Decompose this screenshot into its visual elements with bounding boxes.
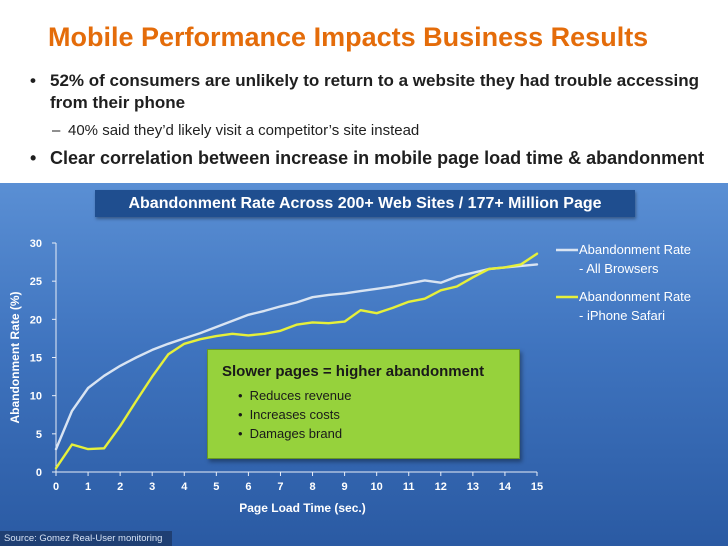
x-tick-label: 0 [53,481,59,493]
y-tick-label: 0 [36,467,42,479]
legend-label: - iPhone Safari [579,308,665,323]
y-tick-label: 5 [36,429,42,441]
callout-list: Reduces revenue Increases costs Damages … [238,386,352,443]
x-tick-label: 7 [277,481,283,493]
series-line-iphone-safari [54,252,539,470]
chart-title: Abandonment Rate Across 200+ Web Sites /… [95,190,635,217]
x-tick-label: 13 [467,481,479,493]
source-note: Source: Gomez Real-User monitoring [0,531,172,546]
y-tick-label: 15 [30,353,42,365]
legend-label: Abandonment Rate [579,242,691,257]
x-tick-label: 3 [149,481,155,493]
chart-panel: 0 5 10 15 20 25 30 0 1 2 3 4 5 6 7 8 9 10 11 12 13 14 15 Page L… [0,183,728,546]
y-tick-label: 25 [30,276,42,288]
slide-title: Mobile Performance Impacts Business Resu… [48,22,649,52]
callout-item: Damages brand [238,424,351,443]
y-axis-title: Abandonment Rate (%) [8,291,22,423]
x-tick-label: 9 [342,481,348,493]
x-tick-label: 5 [213,481,219,493]
x-axis-title: Page Load Time (sec.) [239,501,366,515]
legend-label: Abandonment Rate [579,289,691,304]
x-tick-label: 1 [85,481,91,493]
x-tick-label: 6 [245,481,251,493]
y-tick-label: 30 [30,238,42,250]
x-tick-label: 2 [117,481,123,493]
callout-title: Slower pages = higher abandonment [222,363,485,380]
bullet-correlation: Clear correlation between increase in mo… [28,148,704,169]
x-tick-label: 15 [531,481,543,493]
x-tick-label: 4 [181,481,188,493]
callout-item: Increases costs [238,405,351,424]
y-tick-label: 10 [30,391,42,403]
y-tick-label: 20 [30,314,42,326]
callout-box: Slower pages = higher abandonment Reduce… [207,349,520,459]
x-tick-label: 10 [371,481,383,493]
x-tick-label: 12 [435,481,447,493]
callout-item: Reduces revenue [238,386,352,405]
sub-bullet-competitor: 40% said they’d likely visit a competito… [52,122,419,139]
series-line-all-browsers [54,263,539,451]
x-tick-label: 14 [499,481,512,493]
x-tick-label: 11 [403,481,415,493]
x-tick-label: 8 [309,481,315,493]
bullet-consumers-unlikely-return: 52% of consumers are unlikely to return … [28,70,700,114]
legend-label: - All Browsers [579,261,659,276]
